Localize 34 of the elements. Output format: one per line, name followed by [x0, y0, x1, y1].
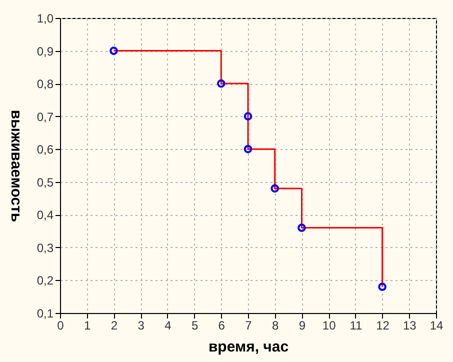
x-tick-label: 14: [430, 318, 444, 332]
point: [216, 79, 226, 88]
x-tick-label: 7: [245, 318, 252, 332]
point: [244, 144, 252, 154]
point: [110, 46, 118, 55]
y-tick-label: 0,5: [36, 175, 54, 190]
point: [270, 184, 280, 193]
point: [378, 282, 386, 291]
y-tick-label: 0,3: [36, 240, 54, 255]
x-tick-label: 1: [84, 318, 92, 332]
y-tick-label: 0,4: [36, 208, 54, 222]
x-tick-label: 5: [191, 318, 198, 332]
point: [298, 224, 306, 232]
x-tick-label: 12: [376, 318, 390, 332]
x-tick-label: 6: [218, 318, 226, 332]
x-tick-label: 8: [272, 318, 280, 332]
x-tick-label: 3: [138, 318, 145, 332]
y-tick-label: 0,7: [36, 110, 54, 124]
y-axis-title: выживаемость: [8, 110, 24, 222]
x-tick-label: 0: [57, 318, 64, 332]
y-tick-label: 0,2: [36, 274, 54, 288]
y-tick-label: 0,6: [36, 142, 54, 157]
y-tick-label: 1,0: [36, 12, 54, 26]
y-tick-label: 0,8: [36, 77, 54, 92]
x-tick-label: 9: [298, 318, 306, 332]
x-tick-label: 10: [322, 318, 336, 332]
x-axis-title: время, час: [208, 338, 289, 356]
y-tick-label: 0,1: [36, 306, 54, 320]
x-tick-label: 11: [350, 318, 362, 332]
point: [244, 112, 252, 120]
x-tick-label: 2: [110, 318, 118, 332]
y-tick-label: 0,9: [36, 44, 54, 58]
x-tick-label: 4: [164, 318, 172, 332]
x-tick-label: 13: [402, 318, 417, 332]
